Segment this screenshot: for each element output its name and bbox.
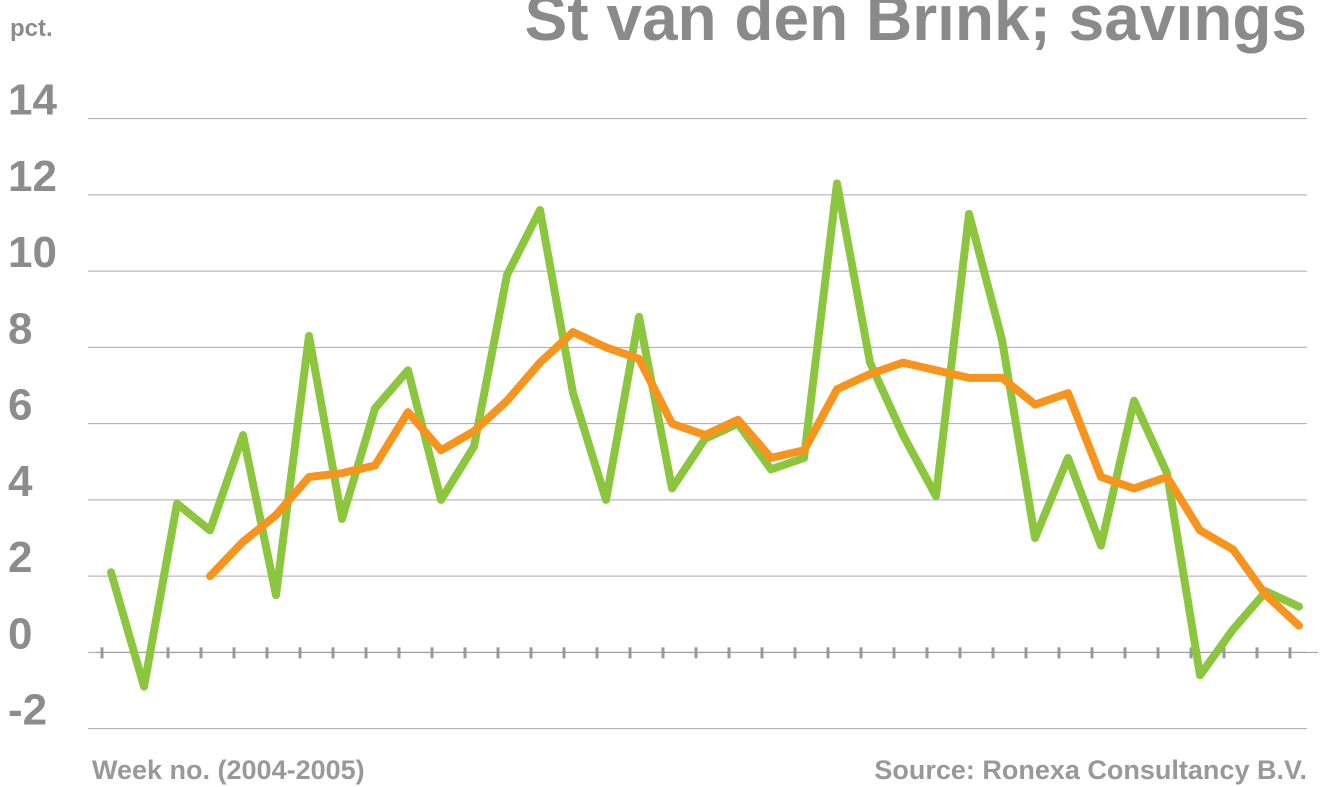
y-tick-label: 4	[8, 457, 33, 506]
y-axis-label: pct.	[10, 15, 53, 42]
y-tick-label: 8	[8, 304, 32, 353]
y-tick-label: -2	[8, 686, 47, 735]
y-tick-label: 12	[8, 152, 57, 201]
y-tick-label: 0	[8, 609, 32, 658]
x-axis-label: Week no. (2004-2005)	[92, 755, 365, 785]
y-tick-label: 6	[8, 381, 32, 430]
line-series	[206, 328, 1303, 630]
y-tick-label: 14	[8, 76, 57, 125]
source: Source: Ronexa Consultancy B.V.	[874, 755, 1307, 785]
chart-title: St van den Brink; savings	[525, 0, 1307, 54]
y-tick-label: 10	[8, 228, 57, 277]
y-tick-label: 2	[8, 533, 32, 582]
